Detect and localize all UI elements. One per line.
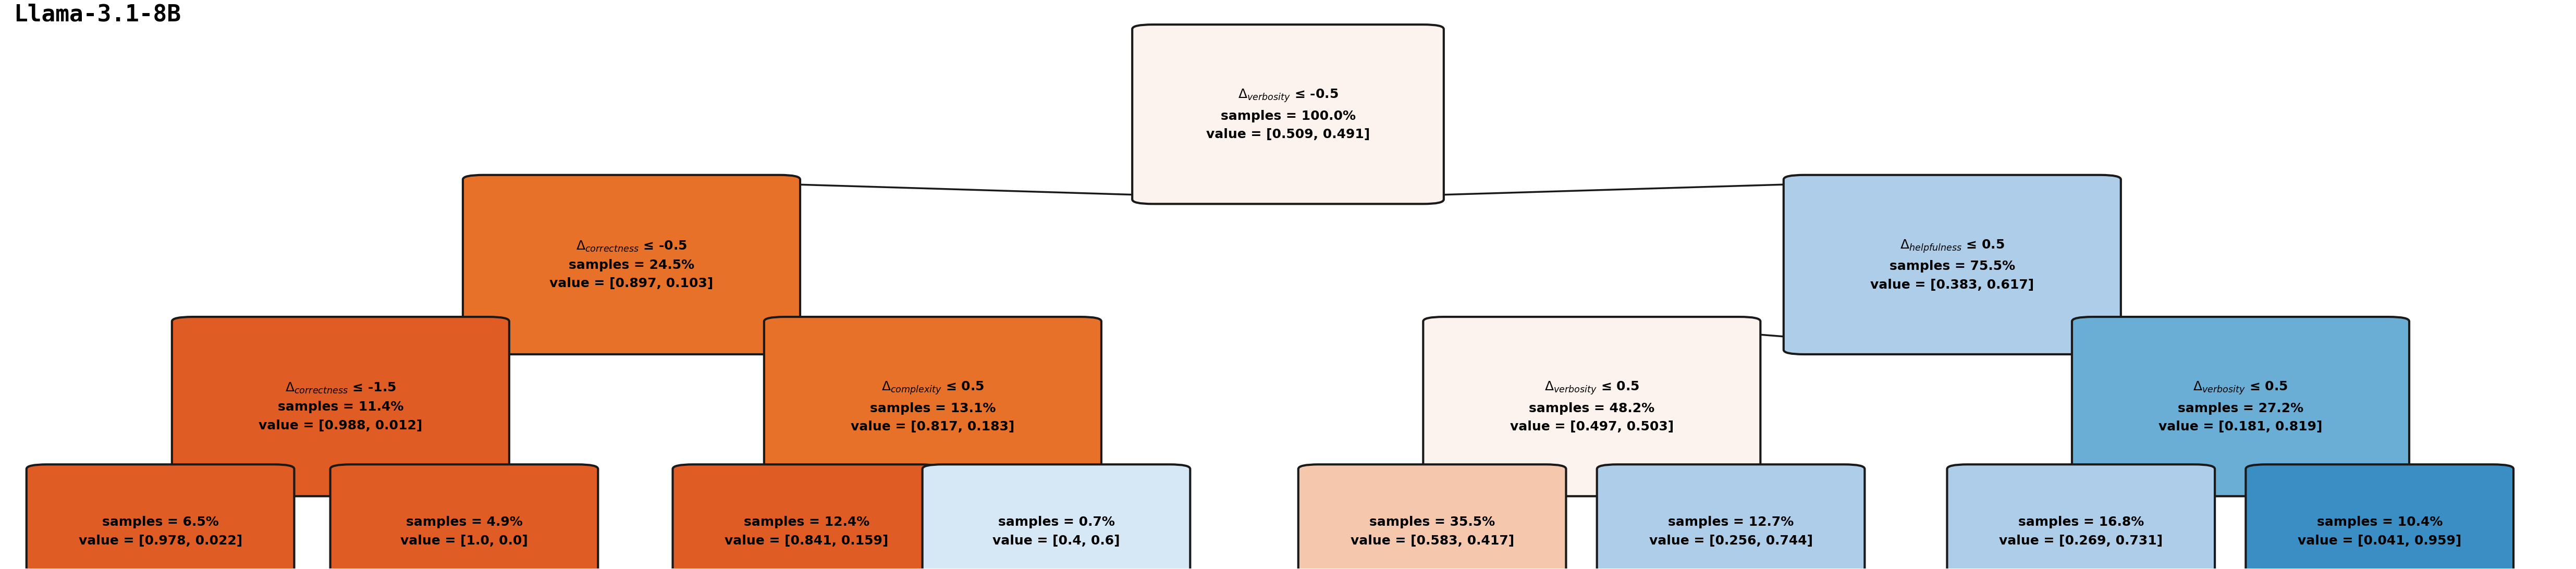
- FancyBboxPatch shape: [1422, 317, 1759, 496]
- FancyBboxPatch shape: [1133, 24, 1443, 204]
- Text: samples = 10.4%
value = [0.041, 0.959]: samples = 10.4% value = [0.041, 0.959]: [2298, 516, 2463, 547]
- Text: $\Delta_{\it{verbosity}}$ ≤ -0.5
samples = 100.0%
value = [0.509, 0.491]: $\Delta_{\it{verbosity}}$ ≤ -0.5 samples…: [1206, 88, 1370, 141]
- FancyBboxPatch shape: [1947, 464, 2215, 569]
- Text: $\Delta_{\it{complexity}}$ ≤ 0.5
samples = 13.1%
value = [0.817, 0.183]: $\Delta_{\it{complexity}}$ ≤ 0.5 samples…: [850, 380, 1015, 433]
- Text: samples = 35.5%
value = [0.583, 0.417]: samples = 35.5% value = [0.583, 0.417]: [1350, 516, 1515, 547]
- Text: samples = 4.9%
value = [1.0, 0.0]: samples = 4.9% value = [1.0, 0.0]: [399, 516, 528, 547]
- FancyBboxPatch shape: [922, 464, 1190, 569]
- FancyBboxPatch shape: [672, 464, 940, 569]
- FancyBboxPatch shape: [2071, 317, 2409, 496]
- Text: Llama-3.1-8B: Llama-3.1-8B: [13, 3, 180, 26]
- FancyBboxPatch shape: [765, 317, 1103, 496]
- FancyBboxPatch shape: [330, 464, 598, 569]
- Text: samples = 16.8%
value = [0.269, 0.731]: samples = 16.8% value = [0.269, 0.731]: [1999, 516, 2164, 547]
- Text: samples = 6.5%
value = [0.978, 0.022]: samples = 6.5% value = [0.978, 0.022]: [77, 516, 242, 547]
- Text: $\Delta_{\it{correctness}}$ ≤ -0.5
samples = 24.5%
value = [0.897, 0.103]: $\Delta_{\it{correctness}}$ ≤ -0.5 sampl…: [549, 240, 714, 290]
- Text: $\Delta_{\it{correctness}}$ ≤ -1.5
samples = 11.4%
value = [0.988, 0.012]: $\Delta_{\it{correctness}}$ ≤ -1.5 sampl…: [258, 381, 422, 432]
- Text: samples = 12.4%
value = [0.841, 0.159]: samples = 12.4% value = [0.841, 0.159]: [724, 516, 889, 547]
- Text: $\Delta_{\it{verbosity}}$ ≤ 0.5
samples = 48.2%
value = [0.497, 0.503]: $\Delta_{\it{verbosity}}$ ≤ 0.5 samples …: [1510, 380, 1674, 433]
- FancyBboxPatch shape: [1783, 175, 2120, 354]
- FancyBboxPatch shape: [173, 317, 510, 496]
- FancyBboxPatch shape: [1597, 464, 1865, 569]
- FancyBboxPatch shape: [2246, 464, 2514, 569]
- FancyBboxPatch shape: [464, 175, 801, 354]
- Text: $\Delta_{\it{helpfulness}}$ ≤ 0.5
samples = 75.5%
value = [0.383, 0.617]: $\Delta_{\it{helpfulness}}$ ≤ 0.5 sample…: [1870, 238, 2035, 291]
- Text: $\Delta_{\it{verbosity}}$ ≤ 0.5
samples = 27.2%
value = [0.181, 0.819]: $\Delta_{\it{verbosity}}$ ≤ 0.5 samples …: [2159, 380, 2324, 433]
- FancyBboxPatch shape: [1298, 464, 1566, 569]
- Text: samples = 0.7%
value = [0.4, 0.6]: samples = 0.7% value = [0.4, 0.6]: [992, 516, 1121, 547]
- FancyBboxPatch shape: [26, 464, 294, 569]
- Text: samples = 12.7%
value = [0.256, 0.744]: samples = 12.7% value = [0.256, 0.744]: [1649, 516, 1814, 547]
